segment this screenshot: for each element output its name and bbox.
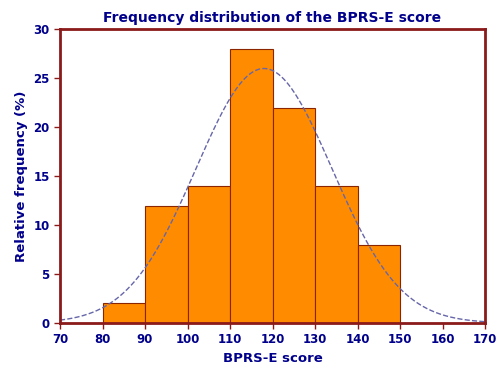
Title: Frequency distribution of the BPRS-E score: Frequency distribution of the BPRS-E sco… [104, 11, 442, 25]
Bar [145, 206, 188, 323]
Bar [230, 49, 272, 323]
X-axis label: BPRS-E score: BPRS-E score [222, 352, 322, 365]
Bar [358, 245, 400, 323]
Y-axis label: Relative frequency (%): Relative frequency (%) [14, 91, 28, 262]
Bar [102, 304, 145, 323]
Bar [315, 186, 358, 323]
Bar [272, 108, 315, 323]
Bar [188, 186, 230, 323]
